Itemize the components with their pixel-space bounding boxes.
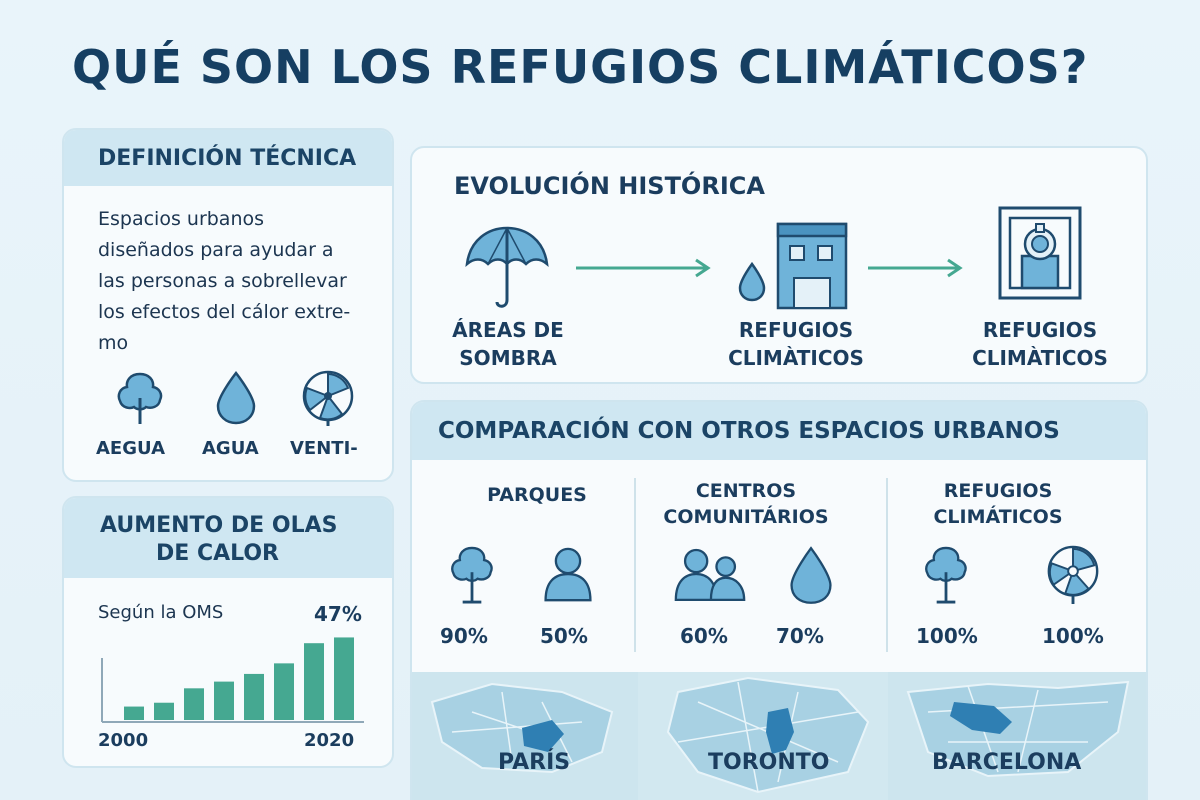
x-tick-label: 2020 (304, 730, 355, 751)
building-water-icon (738, 222, 848, 310)
tree-icon (925, 546, 967, 604)
definition-line: los efectos del cálor extre- (98, 301, 351, 323)
comparison-column-title: PARQUES (487, 484, 587, 506)
definition-line: Espacios urbanos (98, 208, 265, 230)
water-drop-icon (790, 546, 832, 604)
heat-waves-heading: AUMENTO DE OLAS DE CALOR (64, 498, 392, 578)
people-icon (674, 548, 746, 601)
x-tick-label: 2000 (98, 730, 149, 751)
comparison-percent: 100% (1042, 624, 1104, 648)
evolution-label-line: SOMBRA (459, 346, 557, 370)
evolution-step-label: ÁREAS DE SOMBRA (448, 316, 568, 372)
city-name: PARÍS (498, 750, 571, 775)
chart-bar (124, 706, 144, 720)
arrow-icon (576, 258, 711, 278)
evolution-card: EVOLUCIÓN HISTÓRICA ÁREAS DE SOMBRA REFU… (410, 146, 1148, 384)
definition-line: las personas a sobrellevar (98, 270, 347, 292)
comparison-title-line: CLIMÁTICOS (933, 506, 1063, 528)
paris-map-icon (412, 672, 638, 800)
comparison-body: PARQUES CENTROS COMUNITÁRIOS REFUGIOS CL… (412, 460, 1146, 672)
comparison-percent: 100% (916, 624, 978, 648)
comparison-percent: 60% (680, 624, 728, 648)
fan-icon (1047, 545, 1099, 604)
definition-text: Espacios urbanos diseñados para ayudar a… (64, 186, 392, 359)
tree-icon (117, 372, 163, 424)
chart-bar (304, 643, 324, 720)
evolution-label-line: REFUGIOS (738, 318, 854, 342)
barcelona-map-icon (888, 672, 1146, 800)
city-name: BARCELONA (932, 750, 1082, 775)
definition-icon-label: AGUA (202, 438, 259, 459)
page-title: QUÉ SON LOS REFUGIOS CLIMÁTICOS? (72, 40, 1089, 94)
comparison-title-line: COMUNITÁRIOS (663, 506, 829, 528)
comparison-heading: COMPARACIÓN CON OTROS ESPACIOS URBANOS (412, 402, 1146, 460)
definition-icon-label: VENTI- (290, 438, 358, 459)
arrow-icon (868, 258, 963, 278)
evolution-label-line: CLIMÀTICOS (972, 346, 1108, 370)
water-drop-icon (216, 370, 256, 425)
heat-heading-line: AUMENTO DE OLAS (100, 513, 338, 538)
comparison-card: COMPARACIÓN CON OTROS ESPACIOS URBANOS P… (410, 400, 1148, 800)
evolution-step-label: REFUGIOS CLIMÀTICOS (716, 316, 876, 372)
heat-bar-chart (101, 637, 364, 723)
chart-bar (334, 637, 354, 720)
definition-heading: DEFINICIÓN TÉCNICA (64, 130, 392, 186)
evolution-heading: EVOLUCIÓN HISTÓRICA (454, 172, 765, 200)
toronto-map-icon (638, 672, 888, 800)
comparison-column-title: REFUGIOS CLIMÁTICOS (900, 478, 1096, 530)
chart-bar (184, 688, 204, 720)
heat-waves-card: AUMENTO DE OLAS DE CALOR Según la OMS 47… (62, 496, 394, 768)
city-name: TORONTO (708, 750, 830, 775)
tree-icon (451, 546, 493, 604)
chart-bar (154, 702, 174, 720)
heat-highlight: 47% (314, 602, 362, 626)
definition-line: diseñados para ayudar a (98, 239, 334, 261)
city-map-strip: PARÍS TORONTO BARCELONA (412, 672, 1146, 800)
evolution-step-label: REFUGIOS CLIMÀTICOS (960, 316, 1120, 372)
evolution-label-line: REFUGIOS (982, 318, 1098, 342)
comparison-percent: 90% (440, 624, 488, 648)
person-icon (544, 547, 592, 602)
heat-heading-line: DE CALOR (156, 541, 279, 566)
shelter-frame-icon (998, 206, 1082, 300)
heat-source: Según la OMS (98, 602, 224, 623)
comparison-percent: 70% (776, 624, 824, 648)
comparison-title-line: REFUGIOS (943, 480, 1053, 502)
comparison-percent: 50% (540, 624, 588, 648)
evolution-label-line: CLIMÀTICOS (728, 346, 864, 370)
umbrella-icon (465, 226, 549, 308)
chart-bar (244, 673, 264, 720)
definition-card: DEFINICIÓN TÉCNICA Espacios urbanos dise… (62, 128, 394, 482)
evolution-label-line: ÁREAS DE (452, 318, 564, 342)
comparison-column-title: CENTROS COMUNITÁRIOS (648, 478, 844, 530)
comparison-title-line: CENTROS (695, 480, 797, 502)
fan-icon (302, 370, 354, 426)
chart-bar (214, 681, 234, 720)
column-divider (886, 478, 888, 652)
column-divider (634, 478, 636, 652)
definition-line: mo (98, 332, 129, 354)
chart-bar (274, 663, 294, 720)
definition-icon-label: AEGUA (96, 438, 165, 459)
